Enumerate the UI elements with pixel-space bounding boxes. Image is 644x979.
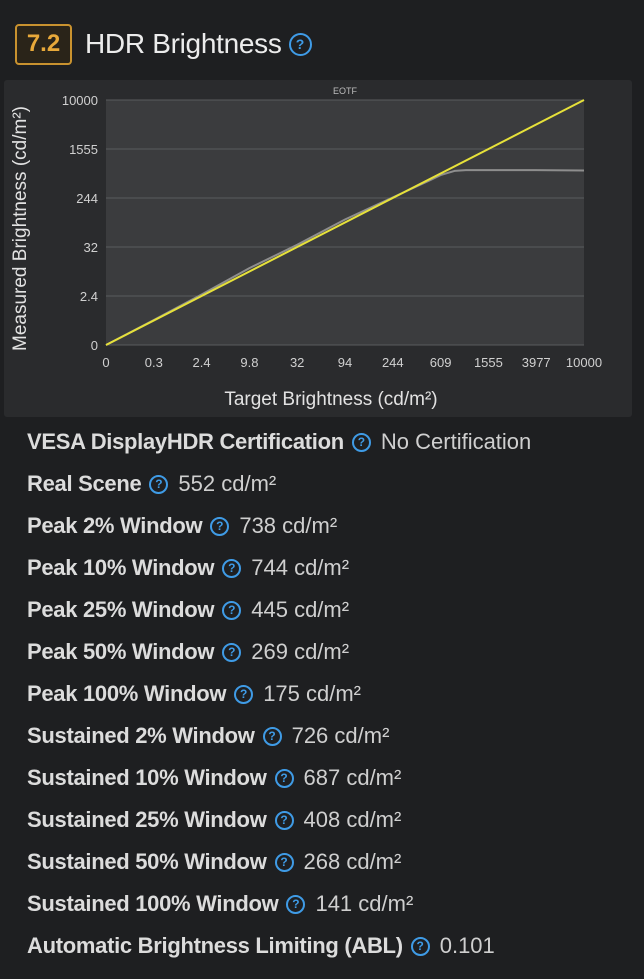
question-circle-icon[interactable]: ? [351, 432, 371, 452]
measurement-value: 0.101 [439, 933, 495, 958]
y-tick-label: 32 [84, 240, 98, 255]
section-title: HDR Brightness [85, 28, 282, 59]
chart-title: EOTF [333, 86, 358, 96]
x-tick-label: 0.3 [145, 355, 163, 370]
x-tick-label: 32 [290, 355, 304, 370]
y-tick-label: 1555 [69, 142, 98, 157]
measurement-value: 445 cd/m² [251, 597, 350, 622]
question-circle-icon[interactable]: ? [210, 516, 230, 536]
question-circle-icon[interactable]: ? [286, 894, 306, 914]
measurement-value: 268 cd/m² [303, 849, 402, 874]
x-tick-label: 244 [382, 355, 404, 370]
x-tick-label: 10000 [566, 355, 602, 370]
measurement-label: VESA DisplayHDR Certification [27, 429, 344, 454]
measurement-row: Peak 50% Window? 269 cd/m² [27, 631, 627, 673]
measurement-label: Peak 100% Window [27, 681, 227, 706]
question-circle-icon[interactable]: ? [274, 852, 294, 872]
x-tick-label: 94 [338, 355, 352, 370]
measurement-label: Peak 10% Window [27, 555, 215, 580]
measurement-label: Sustained 2% Window [27, 723, 255, 748]
measurement-label: Peak 25% Window [27, 597, 215, 622]
question-circle-icon[interactable]: ? [149, 474, 169, 494]
question-circle-icon[interactable]: ? [288, 32, 312, 56]
measurement-value: 141 cd/m² [315, 891, 414, 916]
measurement-label: Peak 50% Window [27, 639, 215, 664]
y-axis-label: Measured Brightness (cd/m²) [10, 106, 31, 351]
measurement-row: Sustained 25% Window? 408 cd/m² [27, 799, 627, 841]
x-axis-label: Target Brightness (cd/m²) [224, 389, 437, 410]
x-tick-label: 0 [102, 355, 109, 370]
x-tick-label: 1555 [474, 355, 503, 370]
x-tick-label: 3977 [522, 355, 551, 370]
measurement-value: 744 cd/m² [251, 555, 350, 580]
measurement-row: Peak 100% Window? 175 cd/m² [27, 673, 627, 715]
measurement-value: No Certification [380, 429, 532, 454]
question-circle-icon[interactable]: ? [222, 600, 242, 620]
measurement-label: Sustained 100% Window [27, 891, 279, 916]
measurement-row: Peak 25% Window? 445 cd/m² [27, 589, 627, 631]
measurement-value: 726 cd/m² [291, 723, 390, 748]
question-circle-icon[interactable]: ? [410, 936, 430, 956]
x-tick-label: 2.4 [193, 355, 211, 370]
section-header: 7.2 HDR Brightness ? [15, 23, 312, 65]
measurement-value: 738 cd/m² [239, 513, 338, 538]
measurement-value: 269 cd/m² [251, 639, 350, 664]
question-circle-icon[interactable]: ? [234, 684, 254, 704]
measurement-row: Peak 10% Window? 744 cd/m² [27, 547, 627, 589]
measurement-label: Sustained 10% Window [27, 765, 267, 790]
question-circle-icon[interactable]: ? [274, 768, 294, 788]
eotf-chart: 0 2.4 32 244 1555 10000 0 0.3 2.4 9.8 32 94 244 609 15… [4, 80, 632, 417]
series-line [105, 99, 585, 346]
y-tick-label: 244 [76, 191, 98, 206]
measurement-row: Sustained 2% Window? 726 cd/m² [27, 715, 627, 757]
measurement-label: Automatic Brightness Limiting (ABL) [27, 933, 403, 958]
question-circle-icon[interactable]: ? [262, 726, 282, 746]
y-tick-label: 10000 [62, 93, 98, 108]
score-badge: 7.2 [15, 23, 72, 65]
measurement-row: Sustained 10% Window? 687 cd/m² [27, 757, 627, 799]
measurement-row: Automatic Brightness Limiting (ABL)? 0.10… [27, 925, 627, 967]
question-circle-icon[interactable]: ? [222, 558, 242, 578]
y-tick-label: 2.4 [80, 289, 98, 304]
measurement-value: 552 cd/m² [178, 471, 277, 496]
measurement-row: Peak 2% Window? 738 cd/m² [27, 505, 627, 547]
measurement-label: Peak 2% Window [27, 513, 203, 538]
x-tick-label: 609 [430, 355, 452, 370]
measurement-row: Real Scene? 552 cd/m² [27, 463, 627, 505]
measurement-row: Sustained 100% Window? 141 cd/m² [27, 883, 627, 925]
measurement-row: VESA DisplayHDR Certification? No Certifi… [27, 421, 627, 463]
measurement-value: 687 cd/m² [303, 765, 402, 790]
y-tick-label: 0 [91, 338, 98, 353]
measurement-row: Sustained 50% Window? 268 cd/m² [27, 841, 627, 883]
measurement-label: Real Scene [27, 471, 142, 496]
measurement-value: 408 cd/m² [303, 807, 402, 832]
measurement-label: Sustained 50% Window [27, 849, 267, 874]
measurement-label: Sustained 25% Window [27, 807, 267, 832]
measurement-value: 175 cd/m² [263, 681, 362, 706]
question-circle-icon[interactable]: ? [274, 810, 294, 830]
x-tick-label: 9.8 [240, 355, 258, 370]
eotf-chart-svg: 0 2.4 32 244 1555 10000 0 0.3 2.4 9.8 32 94 244 609 15… [10, 86, 602, 410]
question-circle-icon[interactable]: ? [222, 642, 242, 662]
brightness-measurements: VESA DisplayHDR Certification? No Certifi… [27, 421, 627, 967]
